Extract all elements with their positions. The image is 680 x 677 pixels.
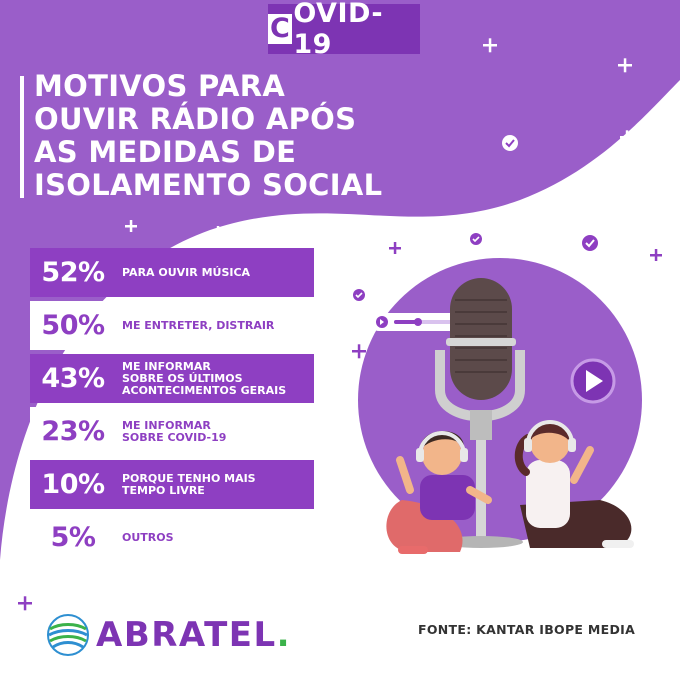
bar-value: 23% [41,416,105,447]
chart-bars: 52% PARA OUVIR MÚSICA 50% ME ENTRETER, D… [30,248,314,566]
check-icons [353,135,598,301]
bar-value: 52% [41,257,105,288]
logo-text: ABRATEL. [96,615,292,655]
page-title: MOTIVOS PARA OUVIR RÁDIO APÓS AS MEDIDAS… [34,70,454,202]
logo-globe-icon [47,614,89,656]
radio-illustration [358,258,642,554]
title-accent-bar [20,76,24,198]
bar-label: ME INFORMAR SOBRE OS ÚLTIMOS ACONTECIMENTO… [122,359,287,397]
abratel-logo: ABRATEL. [46,610,291,660]
title-line: AS MEDIDAS DE [34,135,297,169]
bar-musica: 52% PARA OUVIR MÚSICA [30,248,314,297]
badge-text: OVID-19 [293,0,384,60]
bar-entreter: 50% ME ENTRETER, DISTRAIR [30,301,314,350]
bar-label: PORQUE TENHO MAIS TEMPO LIVRE [122,471,256,497]
title-line: OUVIR RÁDIO APÓS [34,102,357,136]
bar-label: ME ENTRETER, DISTRAIR [122,318,275,332]
bar-value: 50% [41,310,105,341]
bar-label: ME INFORMAR SOBRE COVID-19 [122,418,227,444]
badge-first-letter: C [268,13,293,44]
title-line: MOTIVOS PARA [34,69,286,103]
bar-value: 43% [41,363,105,394]
source-note: FONTE: KANTAR IBOPE MEDIA [418,622,636,637]
bar-outros: 5% OUTROS [30,513,314,562]
title-line: ISOLAMENTO SOCIAL [34,168,383,202]
boy-figure [386,430,492,554]
sparkle-icons [125,38,634,238]
bar-informar-covid: 23% ME INFORMAR SOBRE COVID-19 [30,407,314,456]
covid-badge: C OVID-19 [268,0,420,60]
audio-slider [370,313,470,331]
bar-tempo-livre: 10% PORQUE TENHO MAIS TEMPO LIVRE [30,460,314,509]
play-icon [570,358,616,404]
bar-value: 10% [41,469,105,500]
bar-value: 5% [50,522,96,553]
bar-label: OUTROS [122,530,174,544]
girl-figure [514,420,634,548]
bar-label: PARA OUVIR MÚSICA [122,265,251,279]
bar-informar-geral: 43% ME INFORMAR SOBRE OS ÚLTIMOS ACONTECIM… [30,354,314,403]
